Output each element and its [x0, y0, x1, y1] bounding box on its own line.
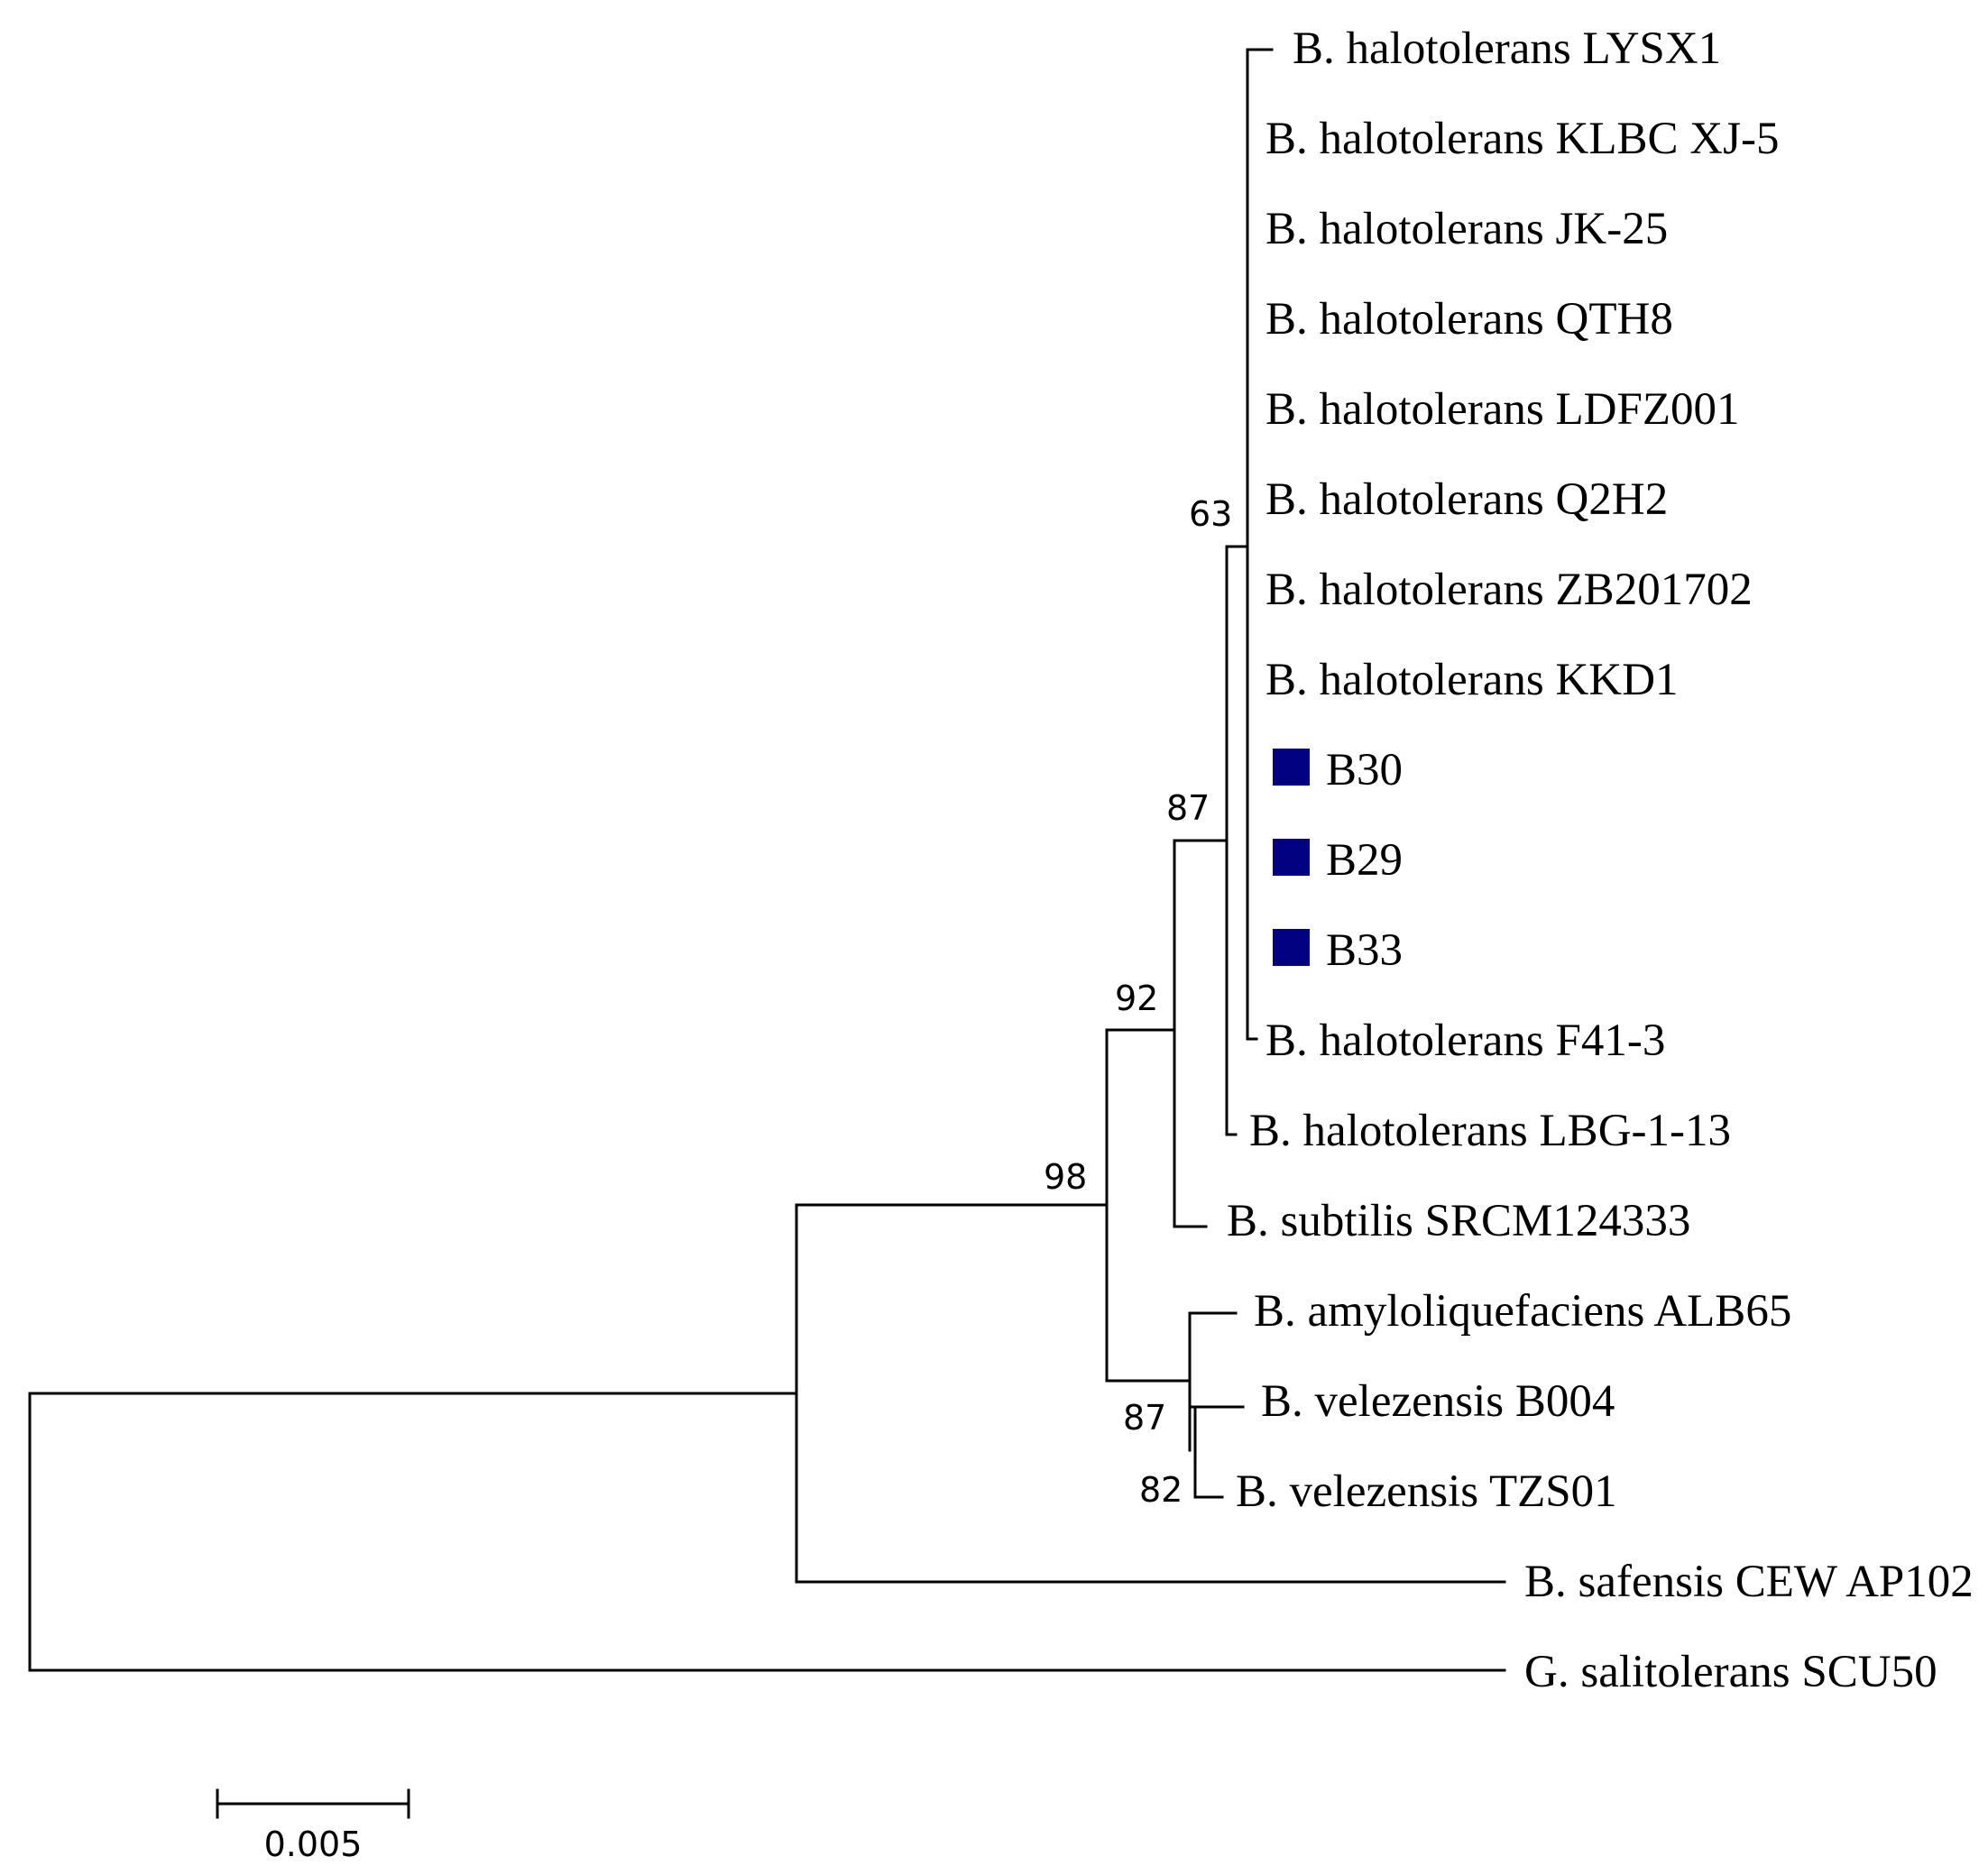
taxon-label: B. halotolerans Q2H2 [1266, 474, 1668, 525]
taxon-label: B. halotolerans LBG-1-13 [1249, 1106, 1731, 1156]
highlight-markers [1273, 749, 1310, 966]
bootstrap-value: 63 [1189, 494, 1232, 534]
taxon-label-b30: B30 [1326, 745, 1403, 795]
taxon-label: B. halotolerans F41-3 [1266, 1016, 1665, 1066]
bootstrap-value: 82 [1139, 1470, 1183, 1510]
taxon-label: B. halotolerans LDFZ001 [1266, 384, 1740, 435]
taxon-label: B. safensis CEW AP102 [1524, 1557, 1974, 1607]
highlight-square-b30 [1273, 749, 1310, 786]
taxon-label: B. halotolerans QTH8 [1266, 294, 1673, 345]
scale-bar: 0.005 [216, 1788, 410, 1864]
taxon-label: B. halotolerans LYSX1 [1293, 23, 1721, 74]
highlight-square-b33 [1273, 929, 1310, 966]
taxon-label: B. halotolerans JK-25 [1266, 204, 1668, 254]
taxon-label-b29: B29 [1326, 835, 1403, 886]
taxon-label: G. salitolerans SCU50 [1524, 1647, 1937, 1697]
taxon-label: B. halotolerans ZB201702 [1266, 565, 1753, 615]
taxon-label: B. subtilis SRCM124333 [1227, 1196, 1690, 1246]
highlight-square-b29 [1273, 839, 1310, 876]
taxon-labels: B. halotolerans LYSX1 B. halotolerans KL… [1227, 23, 1974, 1697]
bootstrap-value: 87 [1166, 788, 1210, 828]
taxon-label: B. amyloliquefaciens ALB65 [1254, 1286, 1791, 1337]
tree-branches [28, 48, 1506, 1672]
bootstrap-value: 98 [1044, 1157, 1087, 1197]
bootstrap-value: 92 [1115, 979, 1158, 1018]
bootstrap-values: 63 87 92 98 87 82 [1044, 494, 1232, 1510]
scale-bar-label: 0.005 [264, 1824, 363, 1864]
bootstrap-value: 87 [1123, 1398, 1166, 1438]
taxon-label: B. halotolerans KKD1 [1266, 655, 1679, 705]
taxon-label: B. velezensis TZS01 [1236, 1466, 1617, 1517]
taxon-label: B. halotolerans KLBC XJ-5 [1266, 114, 1779, 164]
taxon-label-b33: B33 [1326, 925, 1403, 976]
taxon-label: B. velezensis B004 [1261, 1376, 1615, 1427]
